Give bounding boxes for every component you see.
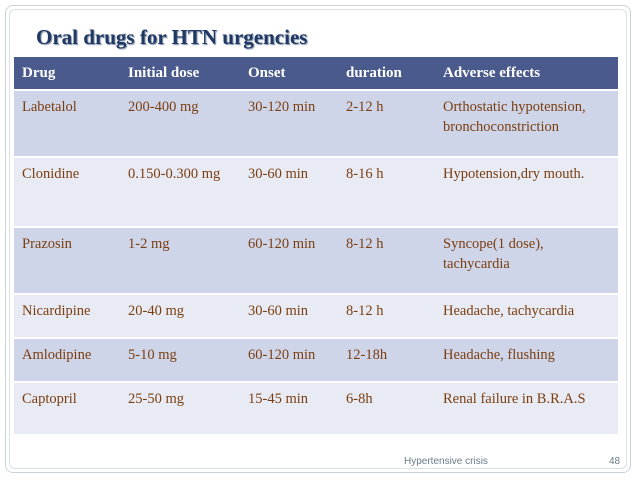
cell-duration: 8-12 h (338, 294, 435, 339)
header-duration: duration (338, 57, 435, 91)
cell-initial-dose: 1-2 mg (120, 227, 240, 295)
table-row: Nicardipine 20-40 mg 30-60 min 8-12 h He… (14, 294, 618, 339)
cell-adverse-effects: Syncope(1 dose), tachycardia (435, 227, 618, 295)
cell-onset: 15-45 min (240, 382, 338, 436)
cell-initial-dose: 20-40 mg (120, 294, 240, 339)
cell-onset: 30-60 min (240, 157, 338, 228)
footer-label: Hypertensive crisis (404, 456, 488, 467)
drug-table: Drug Initial dose Onset duration Adverse… (14, 57, 618, 436)
cell-duration: 6-8h (338, 382, 435, 436)
header-drug: Drug (14, 57, 120, 91)
cell-adverse-effects: Headache, flushing (435, 338, 618, 383)
slide-border-inner (9, 9, 627, 469)
cell-initial-dose: 0.150-0.300 mg (120, 157, 240, 228)
cell-drug: Nicardipine (14, 294, 120, 339)
cell-drug: Prazosin (14, 227, 120, 295)
header-initial-dose: Initial dose (120, 57, 240, 91)
table-row: Labetalol 200-400 mg 30-120 min 2-12 h O… (14, 90, 618, 158)
cell-initial-dose: 25-50 mg (120, 382, 240, 436)
cell-duration: 8-12 h (338, 227, 435, 295)
cell-initial-dose: 200-400 mg (120, 90, 240, 158)
cell-duration: 8-16 h (338, 157, 435, 228)
cell-drug: Labetalol (14, 90, 120, 158)
cell-onset: 60-120 min (240, 338, 338, 383)
table-row: Amlodipine 5-10 mg 60-120 min 12-18h Hea… (14, 338, 618, 383)
cell-onset: 60-120 min (240, 227, 338, 295)
cell-adverse-effects: Orthostatic hypotension, bronchoconstric… (435, 90, 618, 158)
slide-border-outer (5, 5, 631, 473)
cell-drug: Amlodipine (14, 338, 120, 383)
page-number: 48 (609, 456, 621, 467)
cell-adverse-effects: Hypotension,dry mouth. (435, 157, 618, 228)
table-header-row: Drug Initial dose Onset duration Adverse… (14, 57, 618, 91)
table-row: Clonidine 0.150-0.300 mg 30-60 min 8-16 … (14, 157, 618, 228)
cell-onset: 30-60 min (240, 294, 338, 339)
cell-drug: Clonidine (14, 157, 120, 228)
table-row: Prazosin 1-2 mg 60-120 min 8-12 h Syncop… (14, 227, 618, 295)
table-row: Captopril 25-50 mg 15-45 min 6-8h Renal … (14, 382, 618, 436)
cell-drug: Captopril (14, 382, 120, 436)
cell-adverse-effects: Renal failure in B.R.A.S (435, 382, 618, 436)
cell-initial-dose: 5-10 mg (120, 338, 240, 383)
cell-adverse-effects: Headache, tachycardia (435, 294, 618, 339)
cell-onset: 30-120 min (240, 90, 338, 158)
header-onset: Onset (240, 57, 338, 91)
header-adverse-effects: Adverse effects (435, 57, 618, 91)
cell-duration: 2-12 h (338, 90, 435, 158)
cell-duration: 12-18h (338, 338, 435, 383)
slide-title: Oral drugs for HTN urgencies (36, 25, 308, 49)
